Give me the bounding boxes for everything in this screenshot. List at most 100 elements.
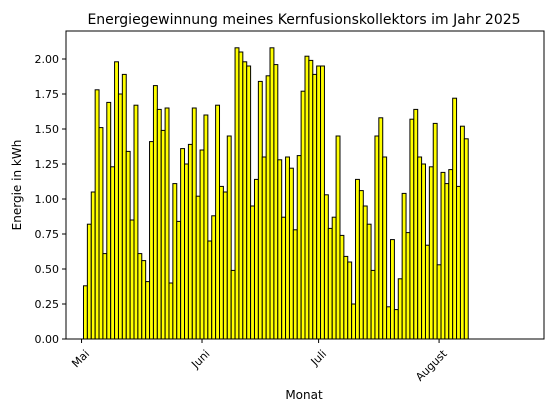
bar-2025-06-22 — [281, 216, 287, 340]
bar-2025-08-01 — [436, 264, 442, 340]
bar-2025-06-14 — [250, 205, 255, 340]
bar-2025-05-07 — [102, 253, 108, 340]
bar-2025-05-11 — [117, 93, 123, 340]
bar-2025-05-03 — [86, 223, 92, 340]
bar-2025-06-03 — [207, 240, 213, 340]
bar-2025-06-01 — [199, 149, 205, 340]
bar-2025-06-26 — [296, 155, 302, 340]
bar-2025-06-04 — [211, 215, 217, 340]
y-axis: 0.00 0.25 0.50 0.75 1.00 1.25 1.50 1.75 2.00 — [35, 53, 66, 346]
bar-2025-05-08 — [106, 101, 112, 340]
bar-2025-05-31 — [195, 195, 201, 340]
bar-2025-06-20 — [273, 64, 279, 340]
y-tick-label: 0.75 — [35, 228, 60, 241]
bar-2025-05-19 — [149, 141, 154, 340]
bar-2025-05-25 — [172, 183, 178, 340]
chart-title: Energiegewinnung meines Kernfusionskolle… — [87, 12, 520, 28]
bar-2025-06-23 — [285, 156, 290, 340]
bar-2025-07-12 — [358, 190, 364, 340]
bar-2025-05-17 — [141, 260, 147, 340]
bar-2025-07-08 — [343, 255, 349, 340]
bar-2025-05-29 — [187, 143, 193, 340]
bar-2025-05-30 — [191, 107, 197, 340]
bar-2025-07-19 — [386, 306, 391, 340]
x-axis-label: Monat — [285, 388, 323, 402]
bar-2025-06-13 — [246, 65, 252, 340]
bar-2025-07-15 — [370, 269, 376, 340]
bar-2025-05-20 — [152, 85, 158, 340]
bar-2025-05-05 — [94, 89, 100, 340]
bar-2025-05-27 — [180, 148, 186, 340]
bar-2025-08-03 — [444, 183, 450, 340]
bar-2025-08-05 — [452, 97, 458, 340]
bar-2025-05-22 — [160, 129, 166, 340]
bar-2025-06-11 — [238, 51, 244, 340]
y-tick-label: 0.50 — [35, 263, 60, 276]
bar-2025-06-18 — [265, 75, 271, 340]
bar-2025-06-19 — [269, 47, 275, 340]
bar-2025-05-06 — [98, 127, 104, 340]
bar-2025-07-27 — [417, 156, 423, 340]
bar-2025-05-23 — [164, 107, 170, 340]
bar-2025-07-11 — [355, 178, 360, 340]
bar-2025-06-29 — [308, 59, 314, 340]
bar-2025-07-17 — [378, 117, 384, 340]
bar-2025-06-05 — [215, 104, 221, 340]
bar-2025-07-10 — [351, 303, 357, 340]
bar-2025-05-13 — [125, 150, 131, 340]
bar-2025-06-24 — [288, 167, 294, 340]
bar-2025-05-28 — [184, 163, 189, 340]
bar-2025-05-09 — [110, 166, 116, 340]
bar-2025-07-21 — [393, 309, 399, 340]
bar-2025-07-25 — [409, 118, 415, 340]
bar-2025-07-30 — [428, 166, 434, 340]
y-tick-label: 1.75 — [35, 88, 60, 101]
bar-2025-07-14 — [366, 223, 372, 340]
y-tick-label: 1.50 — [35, 123, 60, 136]
bar-2025-05-10 — [114, 61, 119, 340]
bar-2025-07-04 — [327, 227, 333, 340]
plot-frame — [65, 30, 545, 340]
bar-2025-06-25 — [292, 229, 298, 340]
bar-2025-06-27 — [300, 90, 306, 340]
bar-2025-06-06 — [219, 185, 224, 340]
bar-2025-08-04 — [448, 169, 454, 340]
bar-2025-05-16 — [137, 253, 143, 340]
bar-2025-05-12 — [121, 73, 127, 340]
bar-2025-07-05 — [331, 216, 337, 340]
bar-2025-06-21 — [277, 159, 283, 340]
bar-2025-08-06 — [456, 185, 461, 340]
bar-2025-07-22 — [397, 278, 403, 340]
bar-2025-07-20 — [390, 239, 395, 340]
bar-2025-07-06 — [335, 135, 341, 340]
bar-2025-06-08 — [226, 135, 232, 340]
bar-2025-07-01 — [316, 65, 322, 340]
y-axis-label: Energie in kWh — [10, 140, 24, 231]
bar-2025-07-18 — [382, 156, 388, 340]
bar-2025-07-07 — [339, 234, 345, 340]
bar-2025-06-16 — [257, 80, 263, 340]
bar-2025-06-09 — [230, 269, 236, 340]
bar-2025-06-15 — [253, 178, 259, 340]
bar-2025-07-31 — [432, 122, 438, 340]
bar-2025-05-18 — [145, 281, 151, 340]
bar-2025-07-02 — [320, 65, 325, 340]
bar-2025-07-23 — [401, 192, 407, 340]
bar-2025-05-26 — [176, 220, 182, 340]
bar-2025-07-29 — [424, 244, 430, 340]
y-tick-label: 1.00 — [35, 193, 60, 206]
bar-2025-05-14 — [129, 219, 135, 340]
y-tick-label: 0.25 — [35, 298, 60, 311]
bar-2025-06-02 — [203, 114, 209, 340]
bar-2025-06-30 — [312, 73, 318, 340]
bar-2025-05-24 — [168, 282, 174, 340]
bar-2025-07-03 — [323, 194, 329, 340]
bar-2025-07-24 — [405, 232, 411, 340]
y-tick-label: 0.00 — [35, 333, 60, 346]
bar-2025-08-07 — [459, 125, 465, 340]
y-tick-label: 1.25 — [35, 158, 60, 171]
bar-2025-05-02 — [82, 285, 88, 340]
bar-2025-07-13 — [362, 205, 368, 340]
bar-2025-07-09 — [347, 261, 353, 340]
y-tick-label: 2.00 — [35, 53, 60, 66]
